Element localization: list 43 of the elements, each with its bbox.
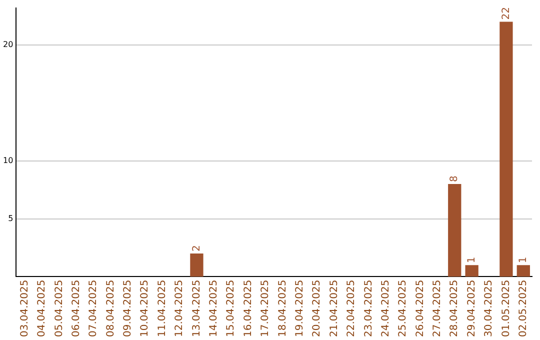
y-tick-label: 5	[8, 214, 14, 223]
bar	[448, 184, 462, 277]
y-tick-label: 20	[2, 40, 14, 49]
x-tick-label: 11.04.2025	[156, 280, 168, 338]
x-tick-label: 14.04.2025	[208, 280, 220, 338]
y-tick-label: 10	[2, 156, 14, 165]
x-tick-label: 03.04.2025	[19, 280, 30, 338]
x-tick-label: 29.04.2025	[466, 280, 478, 338]
x-tick-label: 23.04.2025	[363, 280, 374, 338]
x-tick-label: 02.05.2025	[518, 280, 529, 338]
x-tick-label: 26.04.2025	[414, 280, 426, 338]
x-tick-label: 15.04.2025	[226, 280, 237, 338]
x-tick-label: 21.04.2025	[328, 280, 340, 338]
x-tick-label: 28.04.2025	[449, 280, 460, 338]
bar	[465, 265, 478, 277]
x-tick-label: 12.04.2025	[174, 280, 186, 338]
x-tick-label: 13.04.2025	[191, 280, 202, 338]
bar	[190, 254, 204, 277]
x-tick-label: 22.04.2025	[346, 280, 358, 338]
x-tick-label: 17.04.2025	[260, 280, 272, 338]
x-tick-label: 01.05.2025	[500, 280, 512, 338]
data-label: 2	[191, 245, 202, 252]
x-tick-label: 08.04.2025	[105, 280, 116, 338]
x-tick-label: 10.04.2025	[140, 280, 151, 338]
x-tick-label: 16.04.2025	[242, 280, 254, 338]
data-label: 8	[449, 176, 460, 182]
x-tick-label: 24.04.2025	[380, 280, 392, 338]
data-label: 1	[466, 256, 478, 264]
x-tick-label: 19.04.2025	[294, 280, 306, 338]
data-label: 1	[518, 256, 529, 264]
x-tick-label: 30.04.2025	[484, 280, 495, 338]
x-tick-label: 07.04.2025	[88, 280, 100, 338]
x-tick-label: 27.04.2025	[432, 280, 444, 338]
x-tick-label: 25.04.2025	[398, 280, 409, 338]
bar	[516, 265, 530, 277]
x-tick-label: 04.04.2025	[36, 280, 48, 338]
data-label: 22	[500, 6, 512, 20]
bar	[500, 22, 513, 277]
x-tick-label: 06.04.2025	[70, 280, 82, 338]
x-tick-label: 20.04.2025	[312, 280, 323, 338]
x-tick-label: 09.04.2025	[122, 280, 134, 338]
x-tick-label: 05.04.2025	[54, 280, 65, 338]
x-tick-label: 18.04.2025	[277, 280, 288, 338]
